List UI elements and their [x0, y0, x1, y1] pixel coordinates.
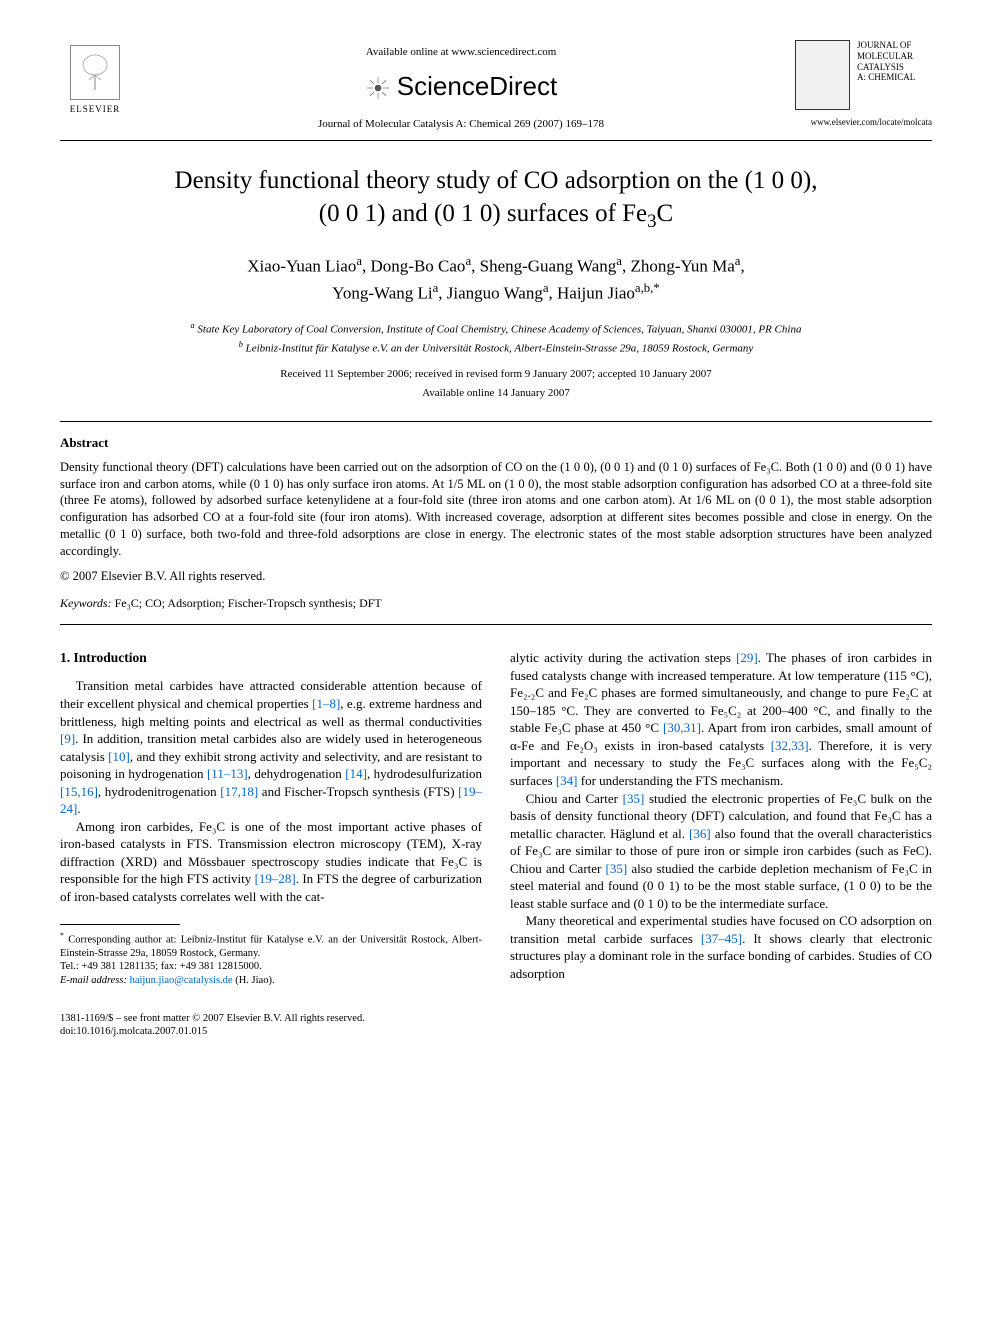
- elsevier-label: ELSEVIER: [70, 103, 121, 116]
- article-title: Density functional theory study of CO ad…: [60, 165, 932, 234]
- abstract-bottom-rule: [60, 624, 932, 625]
- journal-name-line: CATALYSIS: [857, 62, 904, 72]
- footnote-corr-text: Corresponding author at: Leibniz-Institu…: [60, 934, 482, 959]
- abstract-top-rule: [60, 421, 932, 422]
- journal-url: www.elsevier.com/locate/molcata: [792, 116, 932, 129]
- footnote-star: *: [60, 931, 64, 940]
- elsevier-tree-icon: [70, 45, 120, 100]
- body-columns: 1. Introduction Transition metal carbide…: [60, 649, 932, 1039]
- citation-link[interactable]: [30,31]: [663, 720, 701, 735]
- section-1-heading: 1. Introduction: [60, 649, 482, 667]
- corresponding-star: *: [653, 281, 659, 295]
- page-header: ELSEVIER Available online at www.science…: [60, 40, 932, 132]
- footnote-rule: [60, 924, 180, 925]
- journal-name-line: JOURNAL OF: [857, 40, 911, 50]
- article-dates: Received 11 September 2006; received in …: [60, 367, 932, 382]
- author-name: Haijun Jiao: [557, 284, 635, 303]
- journal-logo-block: JOURNAL OF MOLECULAR CATALYSIS A: CHEMIC…: [792, 40, 932, 129]
- available-online-text: Available online at www.sciencedirect.co…: [130, 45, 792, 60]
- intro-paragraph-2: Among iron carbides, Fe₃C is one of the …: [60, 818, 482, 906]
- citation-link[interactable]: [19–24]: [60, 784, 482, 817]
- affiliations: a State Key Laboratory of Coal Conversio…: [60, 320, 932, 356]
- citation-link[interactable]: [35]: [623, 791, 645, 806]
- header-rule: [60, 140, 932, 141]
- citation-link[interactable]: [10]: [108, 749, 130, 764]
- author-name: Sheng-Guang Wang: [480, 257, 617, 276]
- journal-name: JOURNAL OF MOLECULAR CATALYSIS A: CHEMIC…: [857, 40, 932, 83]
- keywords-text: Fe₃C; CO; Adsorption; Fischer-Tropsch sy…: [115, 596, 382, 610]
- intro-paragraph-1: Transition metal carbides have attracted…: [60, 677, 482, 817]
- intro-paragraph-2-cont: alytic activity during the activation st…: [510, 649, 932, 789]
- corresponding-footnote: * Corresponding author at: Leibniz-Insti…: [60, 931, 482, 988]
- center-header: Available online at www.sciencedirect.co…: [130, 40, 792, 132]
- author-affil-sup: a: [433, 281, 439, 295]
- right-column: alytic activity during the activation st…: [510, 649, 932, 1039]
- intro-paragraph-3: Chiou and Carter [35] studied the electr…: [510, 790, 932, 913]
- title-line-1: Density functional theory study of CO ad…: [175, 167, 818, 194]
- authors: Xiao-Yuan Liaoa, Dong-Bo Caoa, Sheng-Gua…: [60, 252, 932, 306]
- affiliation-b: Leibniz-Institut für Katalyse e.V. an de…: [246, 342, 754, 354]
- citation-link[interactable]: [34]: [556, 773, 578, 788]
- footnote-email-tail: (H. Jiao).: [235, 975, 274, 986]
- elsevier-logo: ELSEVIER: [60, 40, 130, 120]
- author-affil-sup: a: [356, 254, 362, 268]
- intro-paragraph-4: Many theoretical and experimental studie…: [510, 912, 932, 982]
- affiliation-a: State Key Laboratory of Coal Conversion,…: [197, 324, 801, 336]
- footnote-tel: Tel.: +49 381 1281135; fax: +49 381 1281…: [60, 961, 262, 972]
- title-line-2-head: (0 0 1) and (0 1 0) surfaces of Fe: [319, 200, 647, 227]
- citation-link[interactable]: [11–13]: [207, 766, 248, 781]
- footnote-email-label: E-mail address:: [60, 975, 127, 986]
- author-name: Dong-Bo Cao: [371, 257, 466, 276]
- author-name: Zhong-Yun Ma: [630, 257, 734, 276]
- keywords-label: Keywords:: [60, 596, 112, 610]
- footer-block: 1381-1169/$ – see front matter © 2007 El…: [60, 1012, 482, 1039]
- citation-link[interactable]: [19–28]: [255, 871, 296, 886]
- journal-name-line: A: CHEMICAL: [857, 72, 915, 82]
- left-column: 1. Introduction Transition metal carbide…: [60, 649, 482, 1039]
- author-affil-sup: a: [616, 254, 622, 268]
- abstract-copyright: © 2007 Elsevier B.V. All rights reserved…: [60, 568, 932, 586]
- author-name: Yong-Wang Li: [332, 284, 432, 303]
- footer-issn: 1381-1169/$ – see front matter © 2007 El…: [60, 1013, 365, 1024]
- citation-link[interactable]: [37–45]: [701, 931, 742, 946]
- title-line-2-tail: C: [657, 200, 674, 227]
- sciencedirect-logo: ScienceDirect: [365, 68, 557, 104]
- author-name: Jianguo Wang: [447, 284, 543, 303]
- footer-doi: doi:10.1016/j.molcata.2007.01.015: [60, 1026, 207, 1037]
- citation-link[interactable]: [14]: [345, 766, 367, 781]
- citation-link[interactable]: [1–8]: [312, 696, 340, 711]
- author-name: Xiao-Yuan Liao: [247, 257, 356, 276]
- author-affil-sup: a: [465, 254, 471, 268]
- citation-link[interactable]: [9]: [60, 731, 75, 746]
- citation-link[interactable]: [17,18]: [220, 784, 258, 799]
- sciencedirect-burst-icon: [365, 74, 391, 100]
- citation-link[interactable]: [32,33]: [771, 738, 809, 753]
- sciencedirect-text: ScienceDirect: [397, 68, 557, 104]
- footnote-email-link[interactable]: haijun.jiao@catalysis.de: [130, 975, 233, 986]
- citation-link[interactable]: [29]: [736, 650, 758, 665]
- journal-reference: Journal of Molecular Catalysis A: Chemic…: [130, 117, 792, 132]
- citation-link[interactable]: [15,16]: [60, 784, 98, 799]
- author-affil-sup: a: [735, 254, 741, 268]
- keywords: Keywords: Fe₃C; CO; Adsorption; Fischer-…: [60, 595, 932, 612]
- abstract-heading: Abstract: [60, 434, 932, 452]
- title-subscript: 3: [647, 211, 656, 232]
- available-online-date: Available online 14 January 2007: [60, 386, 932, 401]
- citation-link[interactable]: [36]: [689, 826, 711, 841]
- journal-cover-icon: [795, 40, 850, 110]
- author-affil-sup: a,b,: [635, 281, 653, 295]
- abstract-text: Density functional theory (DFT) calculat…: [60, 459, 932, 560]
- author-affil-sup: a: [543, 281, 549, 295]
- journal-name-line: MOLECULAR: [857, 51, 913, 61]
- citation-link[interactable]: [35]: [606, 861, 628, 876]
